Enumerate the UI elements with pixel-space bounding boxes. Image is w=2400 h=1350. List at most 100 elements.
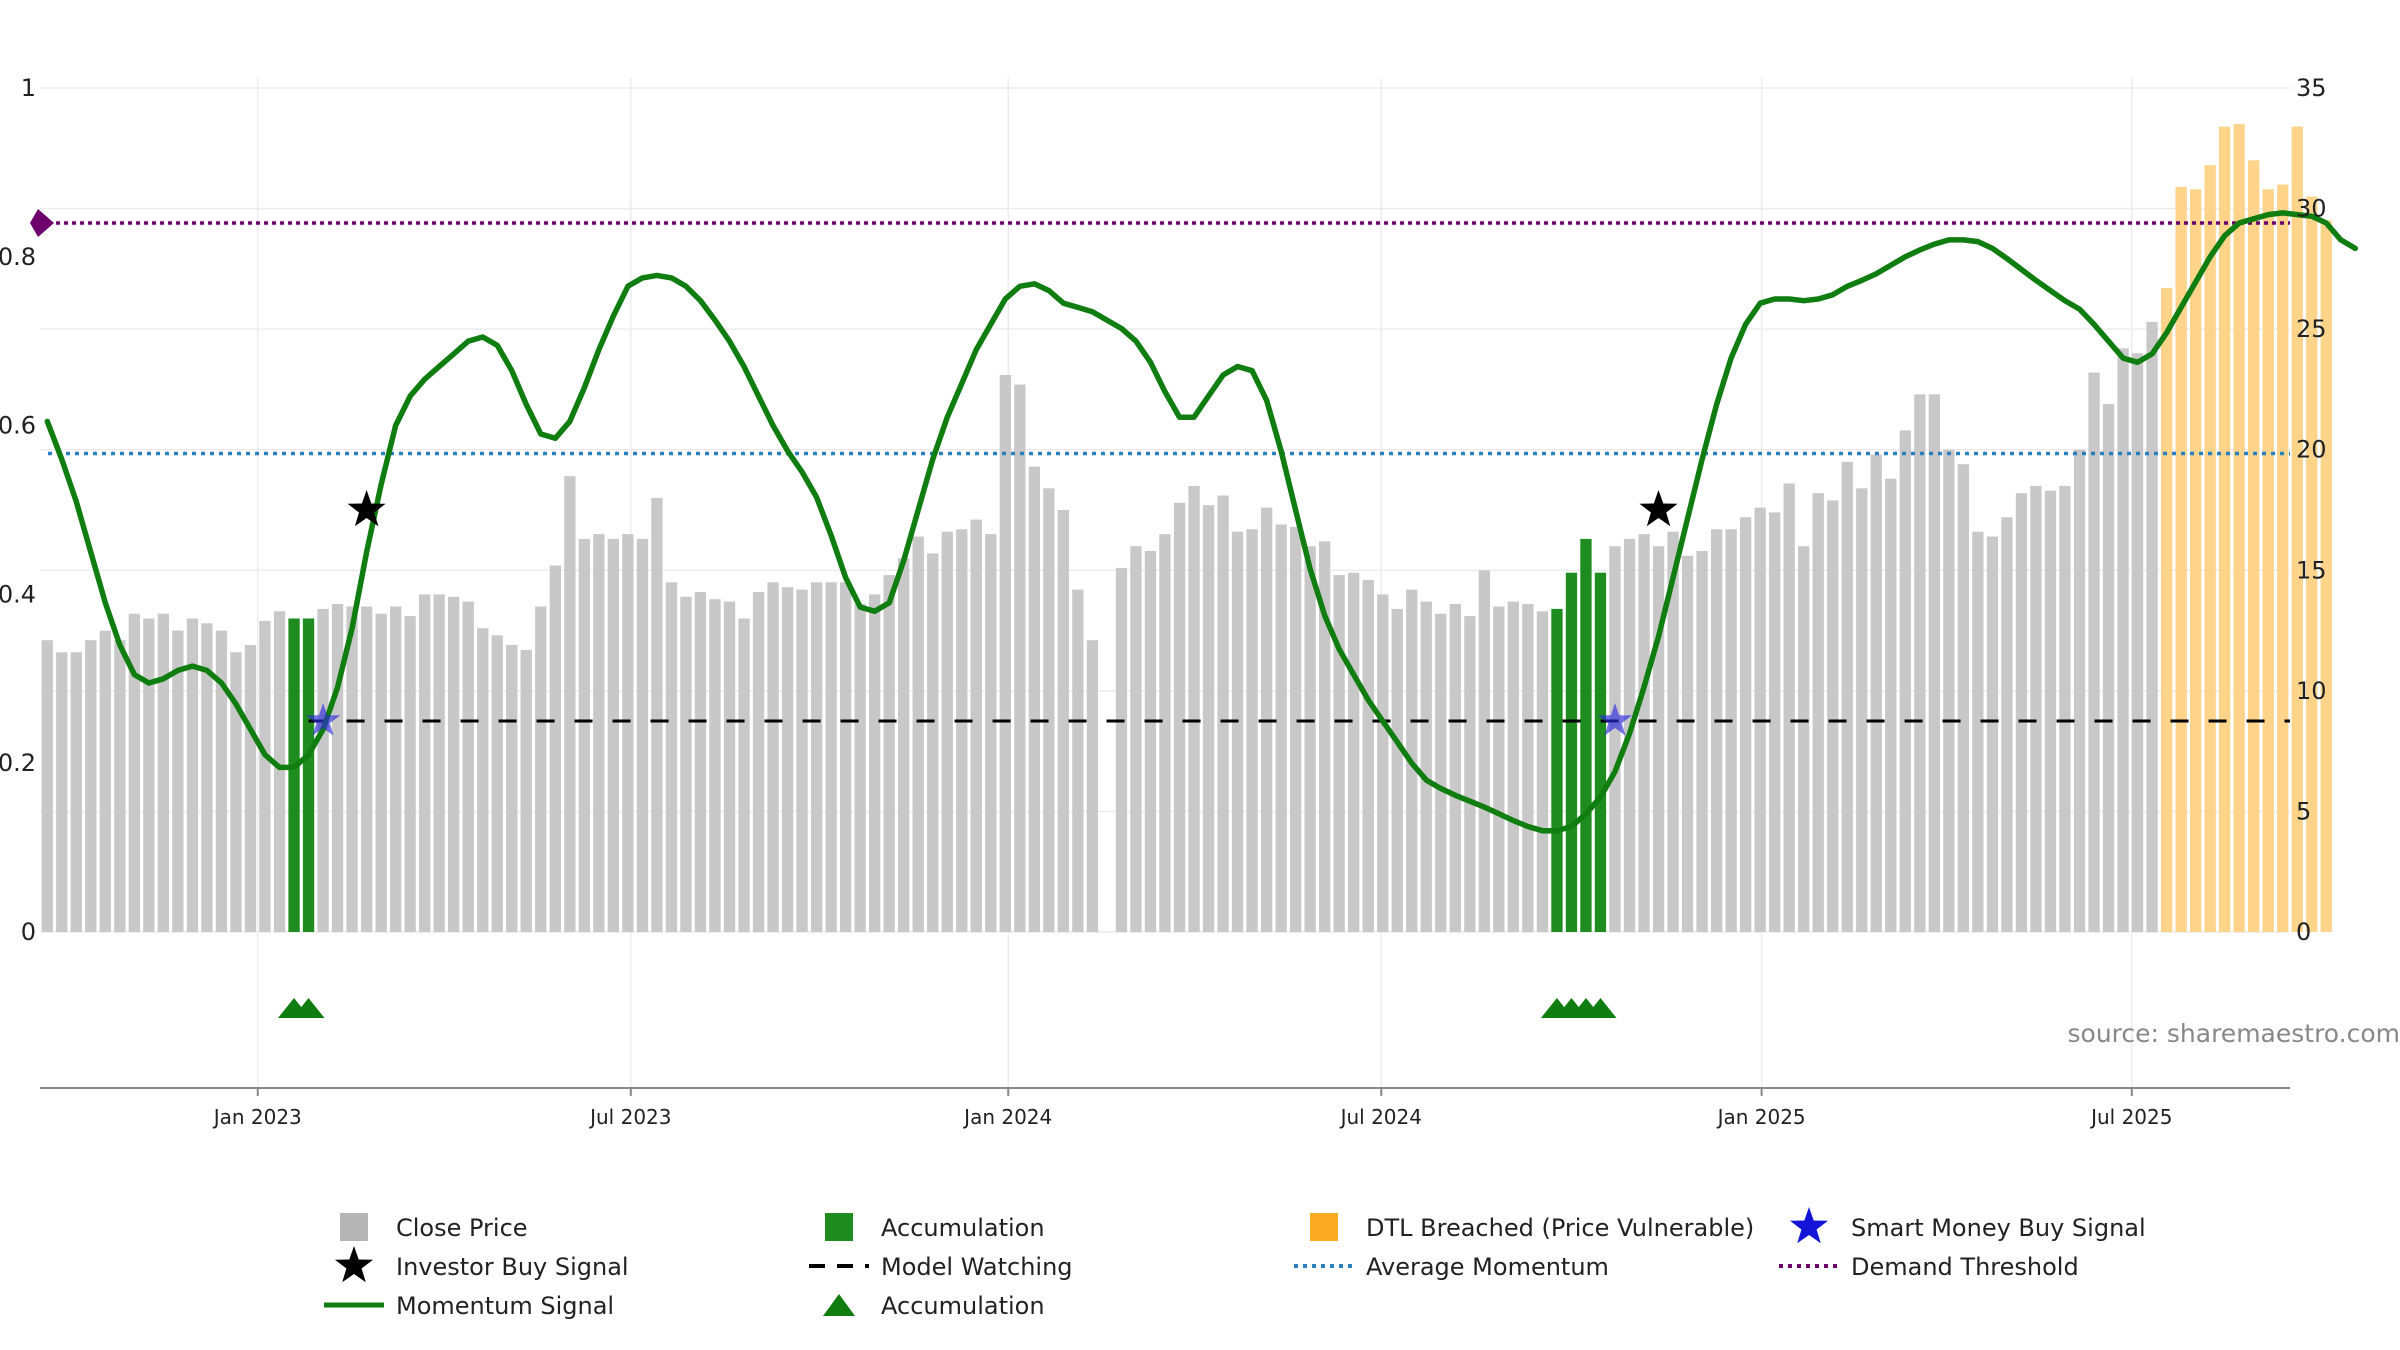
price-bar	[1885, 478, 1897, 932]
price-bar	[985, 534, 997, 932]
price-bar	[1740, 517, 1752, 932]
accumulation-triangle	[292, 998, 325, 1018]
legend-triangle-icon	[823, 1294, 855, 1316]
price-bar	[1014, 384, 1026, 933]
accumulation-bar	[1551, 608, 1563, 932]
x-tick-label: Jul 2023	[588, 1105, 671, 1129]
source-label: source: sharemaestro.com	[2068, 1019, 2400, 1048]
price-bar	[1173, 502, 1186, 932]
price-bar	[1914, 394, 1926, 932]
price-bar	[1115, 567, 1128, 932]
price-bar	[665, 582, 678, 932]
price-bar	[941, 531, 953, 932]
price-bar	[2131, 353, 2144, 932]
price-bar	[1493, 606, 1505, 932]
price-bar	[273, 611, 286, 932]
price-bar	[1362, 579, 1374, 932]
price-bar	[1043, 488, 1055, 932]
price-bar	[1827, 500, 1839, 932]
legend-item-avg_momentum: Average Momentum	[1294, 1253, 1609, 1281]
momentum-signal-line	[44, 210, 2359, 834]
price-bar	[636, 538, 649, 932]
price-bar	[1667, 531, 1679, 932]
price-bar	[2001, 517, 2013, 932]
price-bar	[1507, 601, 1519, 932]
dtl-bar	[2161, 288, 2173, 933]
left-tick-label: 0.6	[0, 412, 36, 440]
price-bar	[56, 652, 68, 932]
price-bar	[1522, 604, 1534, 932]
dtl-bar	[2204, 165, 2216, 932]
legend: Close Price Accumulation DTL Breached (Pri…	[324, 1207, 2146, 1320]
legend-swatch	[1310, 1213, 1338, 1241]
price-bar	[1391, 608, 1403, 932]
price-bar	[143, 618, 155, 932]
price-bar	[201, 623, 213, 932]
price-bar	[1870, 454, 1882, 932]
price-bar	[2102, 403, 2115, 932]
price-bar	[1711, 529, 1723, 932]
price-bar	[1725, 529, 1737, 932]
price-bar	[99, 630, 111, 932]
investor-buy-star	[347, 490, 386, 527]
legend-item-accumulation_marker: Accumulation	[823, 1292, 1045, 1320]
price-bar	[1159, 534, 1171, 932]
price-bar	[1681, 555, 1694, 932]
price-bar	[2073, 449, 2086, 932]
legend-item-dtl: DTL Breached (Price Vulnerable)	[1310, 1213, 1754, 1242]
accumulation-bar	[1580, 538, 1592, 932]
price-bar	[244, 645, 257, 932]
accumulation-bar	[288, 618, 300, 932]
price-bar	[85, 640, 97, 932]
price-bar	[2044, 490, 2057, 932]
price-bar	[1464, 616, 1476, 932]
markers-layer	[278, 490, 1678, 1018]
legend-label: Investor Buy Signal	[396, 1253, 629, 1281]
dtl-bar	[2277, 184, 2289, 932]
price-bar	[738, 618, 750, 932]
right-tick-label: 5	[2296, 797, 2311, 825]
legend-item-model_watching: Model Watching	[809, 1253, 1073, 1281]
legend-label: Accumulation	[881, 1214, 1045, 1242]
price-bar	[564, 476, 576, 932]
price-bar	[854, 604, 866, 932]
price-bar	[1943, 449, 1955, 932]
price-bar	[1957, 464, 1969, 932]
price-bar	[1072, 589, 1084, 932]
price-bar	[709, 599, 721, 932]
bars-layer	[41, 124, 2332, 933]
price-bar	[1536, 611, 1549, 932]
price-bar	[1696, 551, 1708, 932]
price-bar	[491, 635, 503, 932]
price-bar	[1130, 546, 1142, 932]
axes-layer: Jan 2023 Jul 2023 Jan 2024 Jul 2024 Jan 2025…	[0, 74, 2327, 1129]
price-bar	[811, 582, 823, 932]
price-bar	[114, 640, 126, 932]
left-tick-label: 0.2	[0, 749, 36, 777]
price-bar	[361, 606, 373, 932]
legend-label: Close Price	[396, 1214, 528, 1242]
x-tick-label: Jul 2025	[2089, 1105, 2172, 1129]
price-bar	[927, 553, 939, 932]
price-bar	[723, 601, 736, 932]
legend-item-demand_threshold: Demand Threshold	[1779, 1253, 2079, 1281]
price-bar	[694, 592, 707, 932]
price-bar	[1652, 546, 1665, 932]
price-bar	[404, 616, 416, 932]
legend-label: Smart Money Buy Signal	[1851, 1214, 2146, 1242]
dtl-bar	[2175, 186, 2187, 932]
left-tick-label: 1	[21, 74, 36, 102]
price-bar	[259, 620, 271, 932]
dtl-bar	[2291, 126, 2303, 933]
price-bar	[1986, 536, 1999, 932]
legend-label: Momentum Signal	[396, 1292, 614, 1320]
price-bar	[1856, 488, 1868, 932]
price-bar	[1304, 546, 1316, 932]
price-bar	[70, 652, 82, 932]
price-bar	[622, 534, 634, 932]
right-tick-label: 15	[2296, 556, 2327, 584]
legend-label: Average Momentum	[1366, 1253, 1609, 1281]
dtl-bar	[2219, 126, 2231, 933]
price-bar	[1144, 551, 1157, 932]
price-bar	[230, 652, 242, 932]
